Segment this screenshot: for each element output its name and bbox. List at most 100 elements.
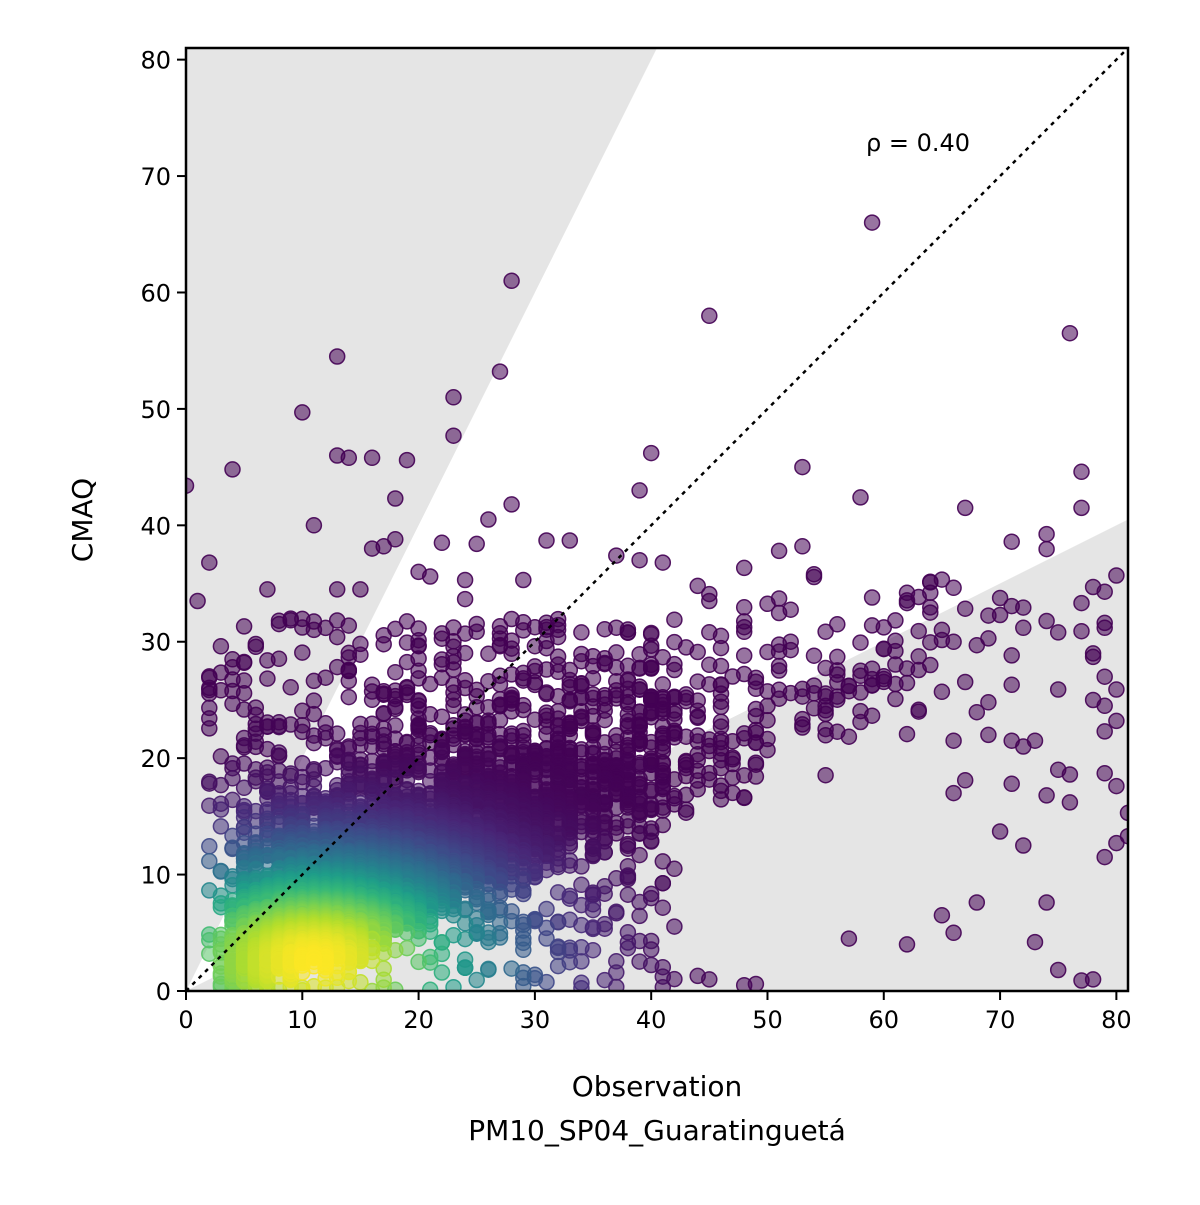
- data-point: [272, 720, 287, 735]
- data-point: [1039, 614, 1054, 629]
- data-point: [818, 728, 833, 743]
- data-point: [690, 968, 705, 983]
- data-point: [690, 645, 705, 660]
- data-point: [853, 490, 868, 505]
- x-tick-label: 0: [178, 1006, 193, 1034]
- data-point: [1097, 766, 1112, 781]
- data-point: [900, 596, 915, 611]
- data-point: [655, 854, 670, 869]
- data-point: [632, 908, 647, 923]
- data-point: [1086, 693, 1101, 708]
- data-point: [667, 612, 682, 627]
- data-point: [702, 308, 717, 323]
- data-point: [772, 606, 787, 621]
- data-point: [283, 680, 298, 695]
- data-point: [516, 942, 531, 957]
- data-point: [702, 657, 717, 672]
- data-point: [818, 624, 833, 639]
- data-point: [213, 778, 228, 793]
- data-point: [667, 663, 682, 678]
- data-point: [295, 645, 310, 660]
- data-point: [644, 446, 659, 461]
- data-point: [1062, 795, 1077, 810]
- data-point: [737, 624, 752, 639]
- data-point: [516, 573, 531, 588]
- data-point: [818, 768, 833, 783]
- data-point: [853, 715, 868, 730]
- data-point: [969, 895, 984, 910]
- data-point: [1109, 779, 1124, 794]
- data-point: [213, 639, 228, 654]
- data-point: [504, 273, 519, 288]
- x-tick-label: 10: [287, 1006, 318, 1034]
- data-point: [365, 692, 380, 707]
- data-point: [772, 543, 787, 558]
- data-point: [888, 692, 903, 707]
- data-point: [1039, 542, 1054, 557]
- data-point: [551, 959, 566, 974]
- data-point: [632, 647, 647, 662]
- data-point: [772, 663, 787, 678]
- data-point: [946, 925, 961, 940]
- data-point: [1016, 838, 1031, 853]
- data-point: [923, 605, 938, 620]
- data-point: [1004, 733, 1019, 748]
- data-point: [620, 941, 635, 956]
- data-point: [330, 582, 345, 597]
- data-point: [655, 876, 670, 891]
- data-point: [911, 624, 926, 639]
- data-point: [400, 453, 415, 468]
- data-point: [632, 954, 647, 969]
- data-point: [737, 600, 752, 615]
- data-point: [388, 665, 403, 680]
- data-point: [969, 638, 984, 653]
- data-point: [423, 677, 438, 692]
- data-point: [1016, 620, 1031, 635]
- data-point: [737, 560, 752, 575]
- data-point: [1074, 500, 1089, 515]
- data-point: [1109, 568, 1124, 583]
- data-point: [551, 944, 566, 959]
- data-point: [574, 877, 589, 892]
- data-point: [620, 887, 635, 902]
- data-point: [958, 500, 973, 515]
- data-point: [1074, 596, 1089, 611]
- data-point: [260, 671, 275, 686]
- data-point: [202, 686, 217, 701]
- data-point: [574, 975, 589, 990]
- data-point: [900, 937, 915, 952]
- data-point: [539, 931, 554, 946]
- data-point: [1039, 527, 1054, 542]
- data-point: [1039, 788, 1054, 803]
- data-point: [807, 701, 822, 716]
- data-point: [690, 710, 705, 725]
- data-point: [1109, 713, 1124, 728]
- data-point: [237, 686, 252, 701]
- data-point: [597, 622, 612, 637]
- data-point: [306, 518, 321, 533]
- data-point: [202, 721, 217, 736]
- data-point: [888, 657, 903, 672]
- data-point: [632, 553, 647, 568]
- data-point: [365, 541, 380, 556]
- data-point: [469, 536, 484, 551]
- data-point: [341, 450, 356, 465]
- data-point: [306, 736, 321, 751]
- data-point: [260, 653, 275, 668]
- data-point: [1086, 649, 1101, 664]
- data-point: [934, 908, 949, 923]
- data-point: [1051, 682, 1066, 697]
- data-point: [702, 594, 717, 609]
- data-point: [330, 630, 345, 645]
- data-point: [865, 590, 880, 605]
- data-point: [353, 582, 368, 597]
- data-point: [1004, 534, 1019, 549]
- data-point: [1051, 963, 1066, 978]
- data-point: [807, 570, 822, 585]
- data-point: [574, 625, 589, 640]
- data-point: [1086, 580, 1101, 595]
- data-point: [295, 405, 310, 420]
- data-point: [714, 641, 729, 656]
